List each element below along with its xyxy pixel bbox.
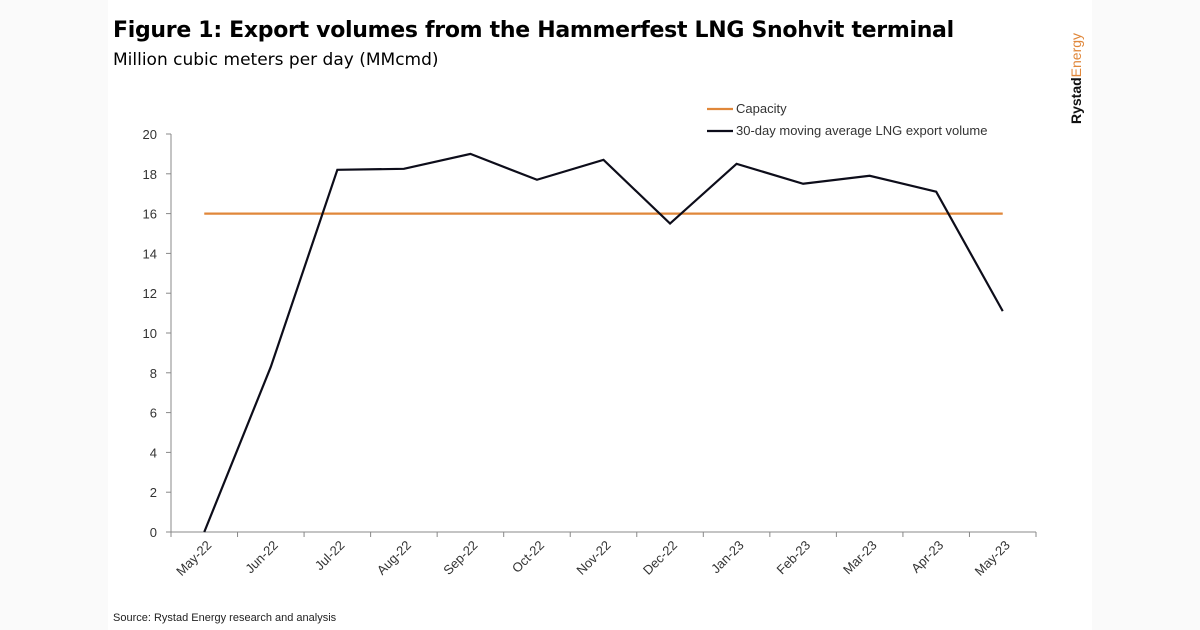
x-tick-label: Sep-22: [440, 538, 480, 578]
y-tick-label: 0: [150, 525, 157, 540]
y-tick-label: 14: [143, 246, 157, 261]
chart-title: Figure 1: Export volumes from the Hammer…: [113, 18, 954, 43]
chart-card: [108, 0, 1092, 630]
x-tick-label: Jul-22: [312, 538, 348, 574]
x-tick-label: Aug-22: [374, 538, 414, 578]
y-tick-label: 20: [143, 127, 157, 142]
y-tick-label: 12: [143, 286, 157, 301]
y-tick-label: 10: [143, 326, 157, 341]
source-note: Source: Rystad Energy research and analy…: [113, 612, 337, 624]
y-tick-label: 4: [150, 445, 157, 460]
x-tick-label: Oct-22: [509, 538, 547, 576]
legend-label: Capacity: [736, 101, 787, 116]
y-tick-label: 6: [150, 406, 157, 421]
legend-label: 30-day moving average LNG export volume: [736, 123, 987, 138]
x-tick-label: Jun-22: [242, 538, 281, 577]
y-tick-label: 2: [150, 485, 157, 500]
chart-subtitle: Million cubic meters per day (MMcmd): [113, 50, 439, 70]
x-tick-label: May-22: [173, 538, 214, 579]
y-tick-label: 8: [150, 366, 157, 381]
y-tick-label: 16: [143, 207, 157, 222]
x-tick-label: Jan-23: [708, 538, 747, 577]
x-tick-label: Nov-22: [573, 538, 613, 578]
x-tick-label: Apr-23: [908, 538, 946, 576]
series-line-export-volume: [203, 152, 1004, 533]
x-tick-label: May-23: [972, 538, 1013, 579]
x-tick-label: Mar-23: [840, 538, 880, 578]
x-tick-label: Dec-22: [640, 538, 680, 578]
x-tick-label: Feb-23: [773, 538, 813, 578]
y-tick-label: 18: [143, 167, 157, 182]
